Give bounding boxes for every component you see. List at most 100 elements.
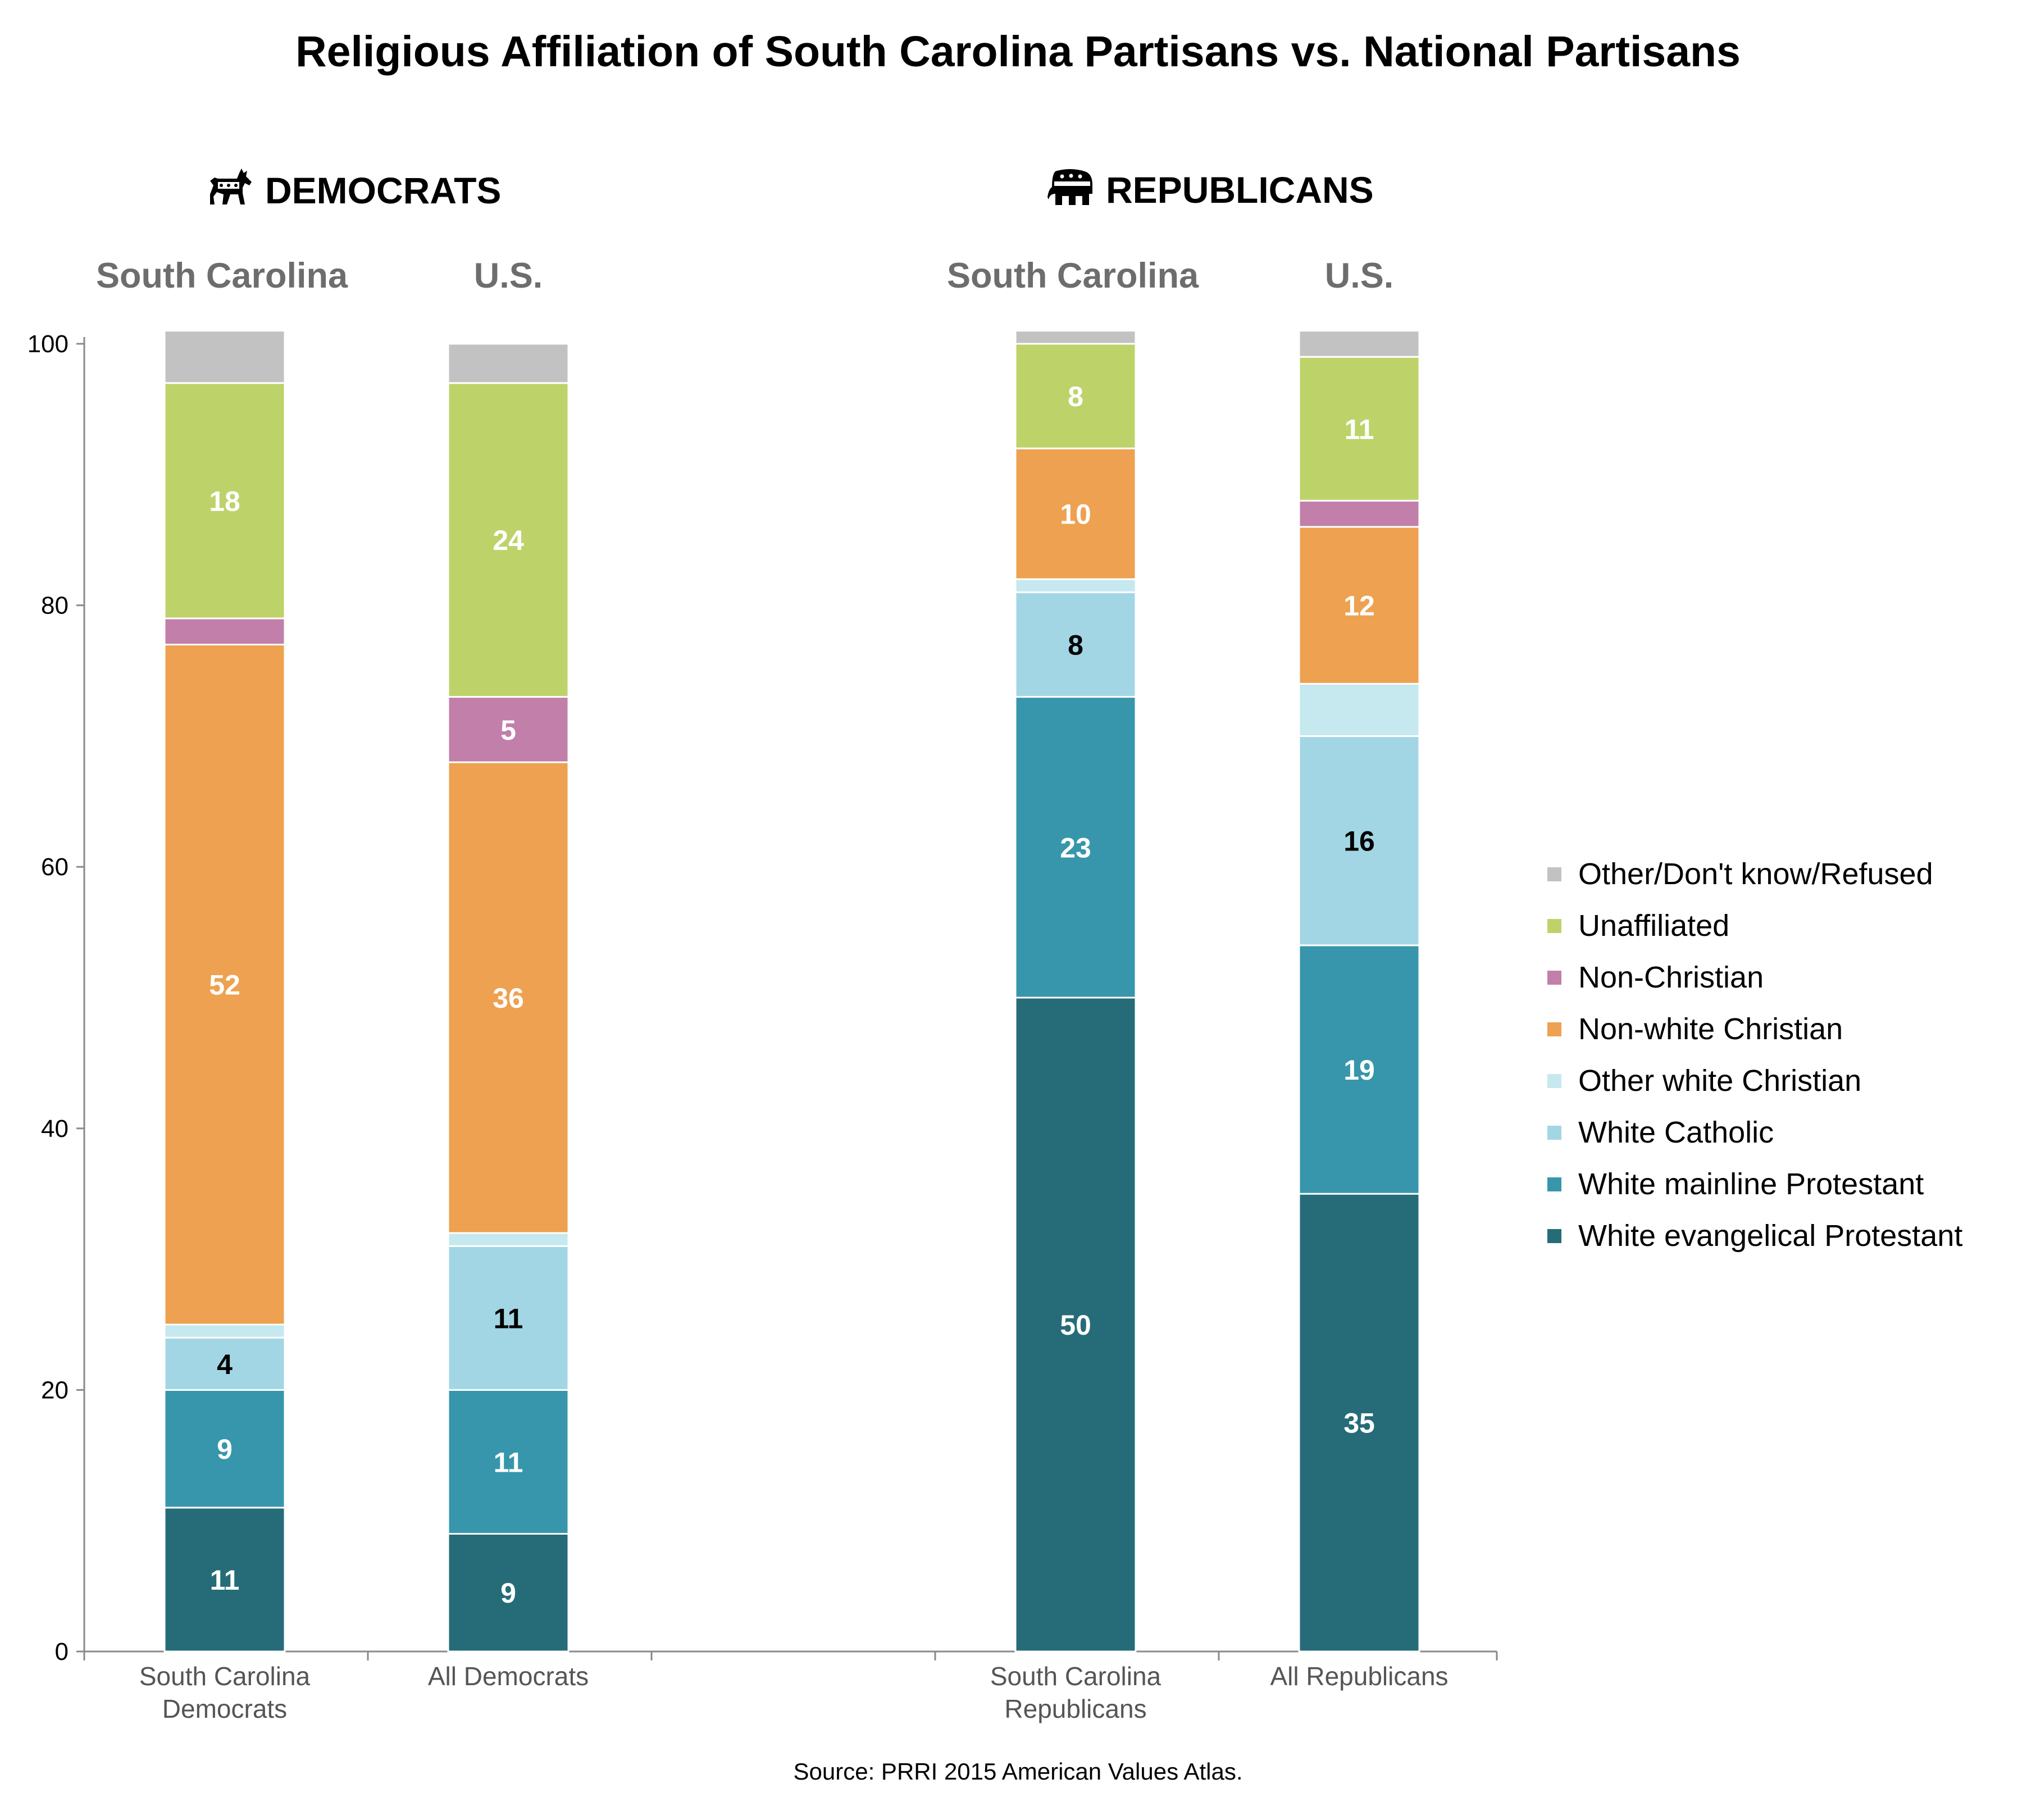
bar-segment-other-white-christian	[447, 1232, 570, 1247]
legend-label: Other/Don't know/Refused	[1578, 857, 1933, 891]
data-label: 16	[1343, 826, 1375, 857]
legend-label: White mainline Protestant	[1578, 1167, 1924, 1201]
bar-segment-other-white-christian	[163, 1323, 286, 1339]
legend-label: White evangelical Protestant	[1578, 1219, 1963, 1253]
bar-segment-white-catholic	[163, 1336, 286, 1391]
bar-segment-white-catholic	[447, 1245, 570, 1391]
data-label: 11	[494, 1303, 523, 1334]
bar-segment-other-don-t-know-refused	[163, 330, 286, 384]
data-label: 19	[1343, 1054, 1375, 1086]
data-label: 9	[217, 1434, 233, 1465]
data-label: 35	[1343, 1408, 1375, 1439]
bar-segment-unaffiliated	[163, 382, 286, 620]
bar-segment-other-don-t-know-refused	[1014, 330, 1137, 345]
bar-segment-non-christian	[1298, 499, 1420, 528]
group-header-republicans: REPUBLICANS	[1047, 169, 1374, 211]
bar-segment-white-mainline-protestant	[163, 1389, 286, 1509]
data-label: 9	[500, 1577, 516, 1609]
data-label: 23	[1060, 832, 1091, 863]
chart-title: Religious Affiliation of South Carolina …	[295, 28, 1741, 76]
bar-segment-other-don-t-know-refused	[447, 343, 570, 384]
x-category-label: All Democrats	[428, 1662, 589, 1691]
legend-label: Non-white Christian	[1578, 1012, 1843, 1046]
legend-swatch	[1547, 1125, 1561, 1140]
bar-segment-non-white-christian	[163, 643, 286, 1326]
data-label: 36	[493, 982, 524, 1014]
group-header-democrats: DEMOCRATS	[207, 169, 501, 212]
bar-segment-white-mainline-protestant	[1298, 944, 1420, 1195]
elephant-icon	[1047, 169, 1092, 205]
x-category-label: All Republicans	[1270, 1662, 1448, 1691]
data-label: 11	[210, 1564, 240, 1596]
legend-label: Other white Christian	[1578, 1064, 1862, 1098]
bar-segment-white-evangelical-protestant	[163, 1507, 286, 1653]
data-label: 4	[217, 1349, 233, 1380]
data-label: 5	[500, 715, 516, 746]
legend-item-other-don-t-know-refused: Other/Don't know/Refused	[1547, 848, 1962, 900]
data-label: 50	[1060, 1309, 1091, 1341]
legend-swatch	[1547, 970, 1561, 985]
legend-swatch	[1547, 1073, 1561, 1088]
y-tick-label: 60	[41, 853, 69, 881]
y-tick-label: 0	[55, 1638, 69, 1666]
bar-segment-white-mainline-protestant	[447, 1389, 570, 1535]
y-tick-label: 40	[41, 1115, 69, 1143]
donkey-icon	[210, 169, 252, 204]
data-label: 8	[1068, 381, 1083, 412]
column-header-us-democrats: U.S.	[473, 256, 543, 295]
y-tick-label: 80	[41, 592, 69, 620]
legend-swatch	[1547, 918, 1561, 933]
column-header-us-republicans: U.S.	[1324, 256, 1394, 295]
bar-segment-white-evangelical-protestant	[447, 1532, 570, 1653]
data-label: 11	[1345, 413, 1374, 445]
legend-item-white-evangelical-protestant: White evangelical Protestant	[1547, 1210, 1962, 1262]
bar-segment-other-don-t-know-refused	[1298, 330, 1420, 358]
data-label: 11	[494, 1446, 523, 1478]
legend-label: Unaffiliated	[1578, 909, 1730, 943]
data-label: 10	[1060, 499, 1091, 530]
bar-segment-non-christian	[163, 617, 286, 645]
legend-item-non-christian: Non-Christian	[1547, 952, 1962, 1003]
bar-segment-white-catholic	[1014, 591, 1137, 698]
bar-segment-white-evangelical-protestant	[1014, 997, 1137, 1653]
bar-segment-other-white-christian	[1014, 578, 1137, 593]
bar-segment-white-catholic	[1298, 735, 1420, 947]
x-category-label: Democrats	[162, 1694, 287, 1723]
x-category-label: South Carolina	[990, 1662, 1162, 1691]
data-label: 8	[1068, 629, 1083, 661]
group-label-republicans: REPUBLICANS	[1106, 169, 1374, 211]
bar-segment-unaffiliated	[447, 382, 570, 698]
legend-swatch	[1547, 1022, 1561, 1036]
bar-segment-unaffiliated	[1298, 356, 1420, 502]
legend: Other/Don't know/Refused Unaffiliated Non-…	[1547, 848, 1962, 1262]
legend-item-white-catholic: White Catholic	[1547, 1107, 1962, 1158]
bar-segment-unaffiliated	[1014, 343, 1137, 449]
group-label-democrats: DEMOCRATS	[265, 170, 502, 211]
legend-label: White Catholic	[1578, 1116, 1774, 1149]
legend-swatch	[1547, 1229, 1561, 1243]
legend-swatch	[1547, 867, 1561, 881]
data-label: 52	[209, 970, 240, 1001]
data-label: 12	[1343, 590, 1375, 622]
bar-segment-non-white-christian	[447, 761, 570, 1234]
column-header-sc-democrats: South Carolina	[95, 256, 348, 295]
legend-item-non-white-christian: Non-white Christian	[1547, 1003, 1962, 1055]
bar-segment-non-white-christian	[1298, 526, 1420, 685]
legend-swatch	[1547, 1177, 1561, 1191]
legend-item-other-white-christian: Other white Christian	[1547, 1055, 1962, 1107]
column-header-sc-republicans: South Carolina	[946, 256, 1199, 295]
bar-segment-other-white-christian	[1298, 683, 1420, 737]
bar-segment-white-evangelical-protestant	[1298, 1193, 1420, 1653]
legend-item-unaffiliated: Unaffiliated	[1547, 900, 1962, 952]
y-tick-label: 100	[28, 330, 69, 358]
data-label: 24	[493, 525, 524, 556]
legend-label: Non-Christian	[1578, 961, 1764, 994]
x-category-label: Republicans	[1004, 1694, 1146, 1723]
source-note: Source: PRRI 2015 American Values Atlas.	[793, 1758, 1243, 1785]
y-tick-label: 20	[41, 1376, 69, 1404]
x-category-label: South Carolina	[139, 1662, 311, 1691]
legend-item-white-mainline-protestant: White mainline Protestant	[1547, 1158, 1962, 1210]
data-label: 18	[209, 485, 240, 517]
